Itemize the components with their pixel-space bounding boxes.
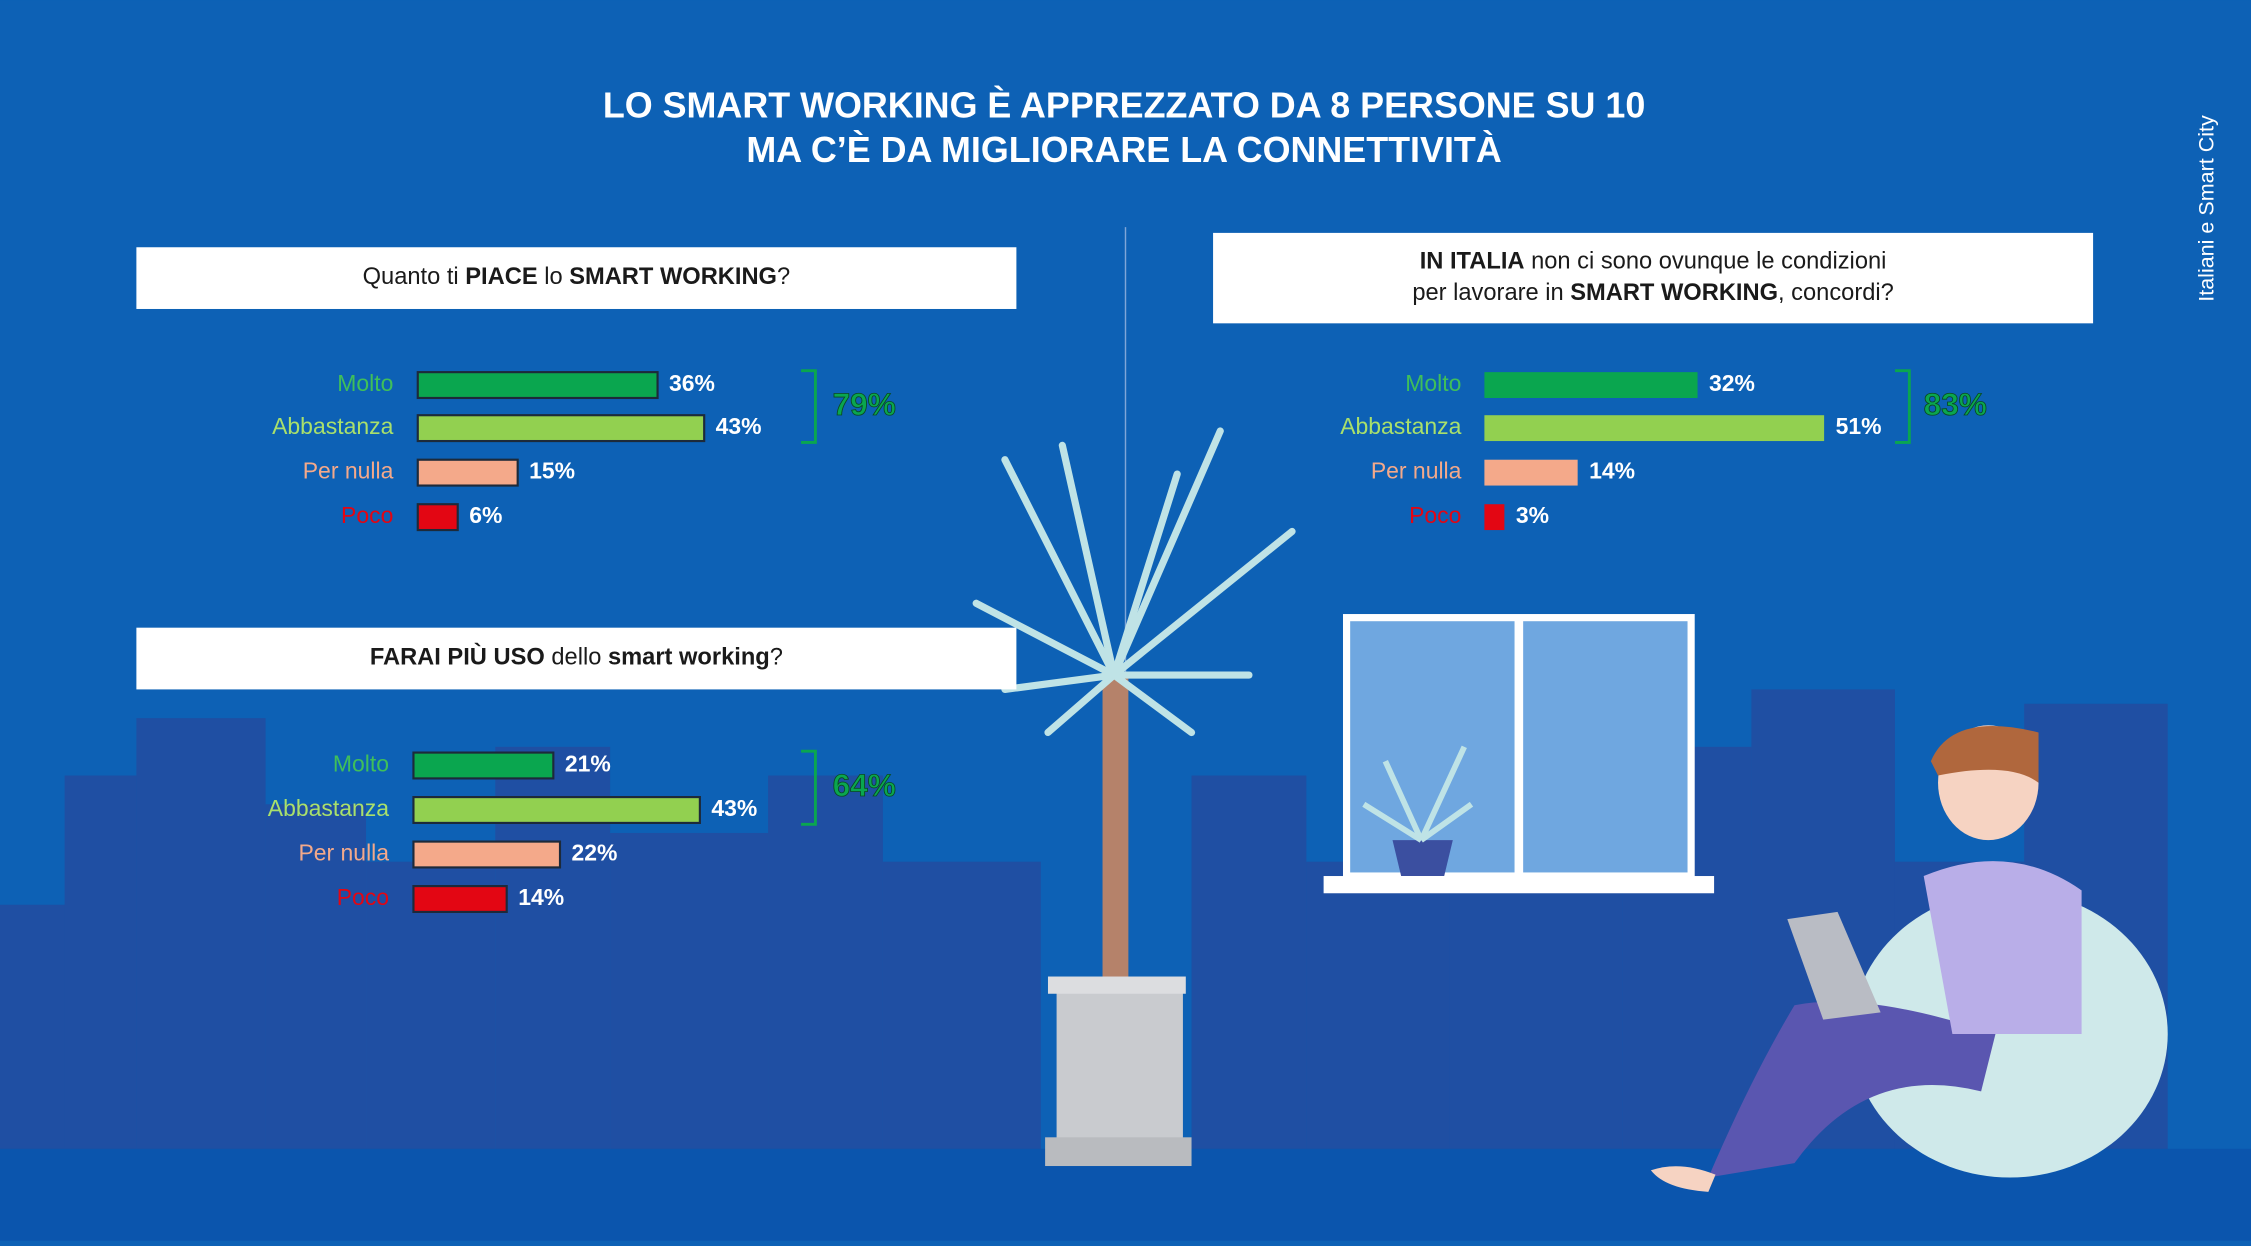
question-part: ? xyxy=(770,645,783,671)
question-part: SMART WORKING xyxy=(569,264,777,290)
bracket xyxy=(1894,369,1911,444)
question-part: IN ITALIA xyxy=(1420,249,1525,275)
charts: Quanto ti PIACE lo SMART WORKING? Molto 36… xyxy=(136,232,2094,914)
value-label: 21% xyxy=(565,751,611,777)
bar xyxy=(1484,372,1698,398)
question-part: dello xyxy=(545,645,608,671)
question-part: per lavorare in xyxy=(1412,280,1570,306)
plant xyxy=(972,427,1296,1167)
category-label: Per nulla xyxy=(298,840,389,866)
question: FARAI PIÙ USO dello smart working? xyxy=(370,643,783,671)
bar xyxy=(412,885,508,914)
value-label: 6% xyxy=(469,502,502,528)
question-part: lo xyxy=(538,264,570,290)
total-label: 79% xyxy=(833,386,896,422)
question-part: FARAI PIÙ USO xyxy=(370,643,545,671)
question: Quanto ti PIACE lo SMART WORKING? xyxy=(363,264,791,290)
total-label: 64% xyxy=(833,767,896,803)
value-label: 43% xyxy=(716,413,762,439)
bar xyxy=(1484,504,1505,531)
question-part: ? xyxy=(777,264,790,290)
bar xyxy=(412,796,701,824)
bracket xyxy=(801,749,817,826)
category-label: Molto xyxy=(1405,370,1461,396)
category-label: Molto xyxy=(337,370,393,396)
window xyxy=(1323,614,1715,894)
category-label: Abbastanza xyxy=(272,413,393,439)
bar xyxy=(416,458,519,487)
category-label: Per nulla xyxy=(303,458,394,484)
value-label: 51% xyxy=(1836,413,1882,439)
question-box xyxy=(1213,232,2094,324)
question-part: SMART WORKING xyxy=(1570,280,1778,306)
value-label: 14% xyxy=(1589,458,1635,484)
question-part: Quanto ti xyxy=(363,264,466,290)
value-label: 3% xyxy=(1516,502,1549,528)
bracket xyxy=(801,369,817,444)
bar xyxy=(416,503,459,532)
bar xyxy=(412,751,555,780)
question-part: non ci sono ovunque le condizioni xyxy=(1525,249,1887,275)
category-label: Abbastanza xyxy=(1340,413,1461,439)
value-label: 32% xyxy=(1709,370,1755,396)
value-label: 14% xyxy=(518,884,564,910)
question-part: , concordi? xyxy=(1778,280,1894,306)
category-label: Poco xyxy=(341,502,393,528)
bar xyxy=(416,371,659,400)
category-label: Abbastanza xyxy=(268,795,389,821)
bar xyxy=(1484,415,1825,442)
bar xyxy=(416,414,706,443)
main-title: MA C’È DA MIGLIORARE LA CONNETTIVITÀ xyxy=(746,130,1501,170)
total-label: 83% xyxy=(1924,386,1987,422)
bar xyxy=(412,840,562,869)
category-label: Poco xyxy=(1409,502,1461,528)
question-box xyxy=(136,627,1017,690)
person xyxy=(1650,725,2168,1192)
category-label: Per nulla xyxy=(1371,458,1462,484)
side-text: Italiani e Smart City xyxy=(2195,115,2219,302)
category-label: Poco xyxy=(337,884,389,910)
question-part: smart working xyxy=(608,645,770,671)
value-label: 36% xyxy=(669,370,715,396)
question: per lavorare in SMART WORKING, concordi? xyxy=(1412,280,1893,306)
category-label: Molto xyxy=(333,751,389,777)
value-label: 22% xyxy=(571,840,617,866)
question-part: PIACE xyxy=(465,264,537,290)
question-box xyxy=(136,247,1017,309)
bar xyxy=(1484,459,1578,486)
value-label: 43% xyxy=(711,795,757,821)
value-label: 15% xyxy=(529,458,575,484)
question: IN ITALIA non ci sono ovunque le condizi… xyxy=(1420,249,1887,275)
main-title: LO SMART WORKING È APPREZZATO DA 8 PERSO… xyxy=(603,85,1645,125)
